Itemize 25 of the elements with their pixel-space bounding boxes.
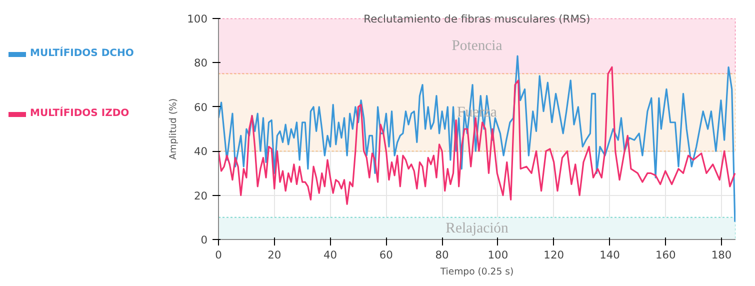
y-tick-label: 80	[194, 56, 208, 70]
y-tick-label: 20	[194, 189, 208, 202]
chart-title: Reclutamiento de fibras musculares (RMS)	[364, 12, 590, 26]
x-tick-label: 180	[711, 248, 732, 262]
x-tick-label: 120	[544, 248, 564, 262]
x-tick-label: 140	[600, 248, 620, 262]
x-tick-label: 160	[655, 248, 676, 262]
band-label: Relajación	[446, 220, 510, 236]
y-tick-label: 0	[200, 234, 208, 246]
x-axis-title: Tiempo (0.25 s)	[439, 266, 514, 278]
x-tick-label: 80	[435, 248, 450, 262]
y-tick-label: 100	[187, 12, 208, 26]
x-tick-label: 100	[488, 248, 508, 262]
line-series	[218, 66, 736, 205]
band-label: Potencia	[452, 38, 503, 54]
x-tick-label: 60	[379, 248, 394, 262]
x-tick-label: 0	[215, 248, 222, 262]
x-tick-label: 40	[324, 248, 338, 262]
legend-label: MULTÍFIDOS IZDO	[30, 108, 130, 119]
legend-label: MULTÍFIDOS DCHO	[30, 48, 134, 59]
line-series	[218, 55, 736, 223]
y-tick-label: 60	[194, 100, 208, 114]
x-tick-label: 20	[268, 248, 282, 262]
y-tick-label: 40	[194, 145, 208, 158]
y-axis-title: Amplitud (%)	[168, 98, 180, 160]
